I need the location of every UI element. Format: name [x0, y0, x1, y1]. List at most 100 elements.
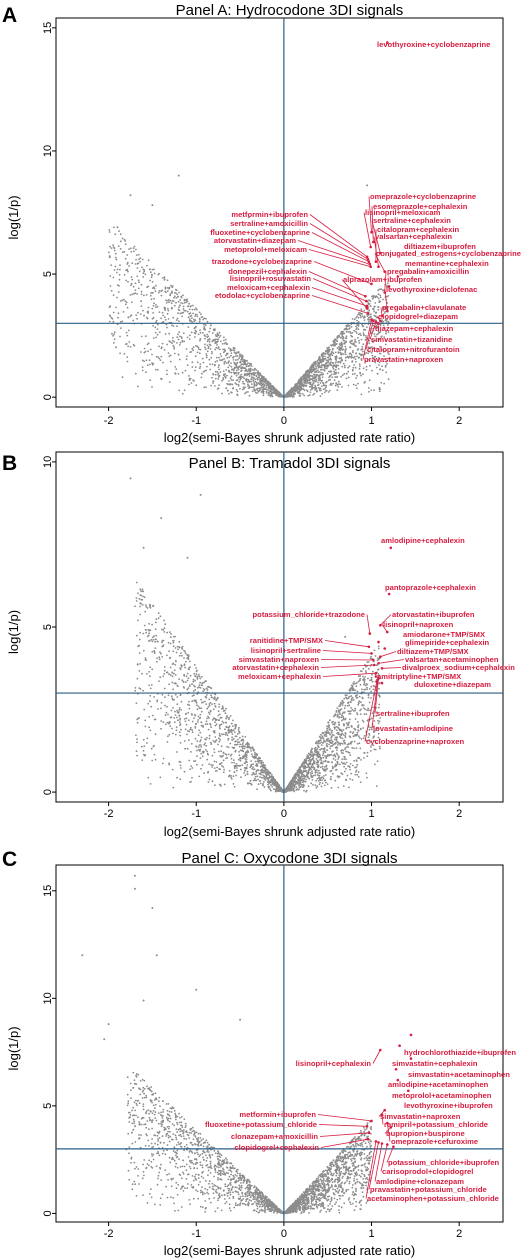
data-point	[213, 767, 216, 769]
data-point	[230, 365, 233, 368]
data-point	[211, 332, 214, 334]
data-point	[217, 378, 220, 380]
data-point	[343, 765, 345, 768]
data-point	[356, 742, 359, 745]
data-point	[211, 351, 213, 353]
data-point	[123, 298, 125, 301]
data-point	[204, 700, 206, 703]
data-point	[319, 762, 322, 765]
data-point	[374, 295, 377, 298]
data-point	[161, 277, 164, 279]
panel-title: Panel A: Hydrocodone 3DI signals	[176, 2, 404, 19]
data-point	[153, 744, 155, 747]
data-point	[340, 751, 343, 754]
data-point	[128, 341, 131, 343]
data-point	[240, 363, 243, 366]
data-point	[149, 687, 152, 690]
data-point	[356, 773, 359, 776]
data-point	[367, 303, 370, 306]
data-point	[232, 783, 235, 785]
data-point	[250, 373, 253, 376]
data-point	[260, 773, 262, 776]
data-point	[382, 298, 384, 301]
data-point	[340, 750, 343, 752]
data-point	[166, 373, 168, 376]
data-point	[151, 317, 154, 320]
data-point	[262, 765, 265, 767]
data-point	[168, 733, 171, 736]
data-point	[249, 766, 252, 769]
data-point	[233, 771, 236, 774]
data-point	[344, 732, 347, 734]
data-point	[320, 360, 323, 362]
data-point	[158, 311, 161, 313]
data-point	[179, 764, 182, 767]
data-point	[173, 346, 176, 349]
data-point	[336, 389, 339, 392]
data-point	[119, 352, 121, 355]
data-point	[124, 243, 127, 246]
data-point	[163, 307, 166, 310]
data-point	[211, 754, 214, 757]
data-point	[315, 750, 318, 752]
data-point	[145, 294, 148, 296]
data-point	[353, 740, 356, 743]
data-point	[342, 335, 344, 338]
data-point	[199, 713, 202, 716]
data-point	[351, 779, 354, 781]
data-point	[275, 785, 278, 787]
data-point	[249, 369, 252, 372]
data-point	[170, 302, 173, 305]
data-point	[176, 703, 179, 706]
data-point	[141, 672, 143, 675]
data-point	[169, 299, 172, 302]
data-point	[362, 350, 364, 353]
data-point	[366, 688, 368, 691]
data-point	[264, 769, 267, 772]
data-point	[326, 365, 329, 368]
data-point	[115, 256, 117, 259]
data-point	[173, 721, 176, 723]
data-point	[170, 284, 172, 287]
data-point	[304, 775, 307, 778]
data-point	[309, 368, 311, 371]
data-point	[313, 374, 316, 376]
data-point	[321, 732, 324, 734]
data-point	[157, 708, 159, 710]
data-point	[317, 386, 320, 389]
data-point	[357, 724, 360, 727]
data-point	[157, 368, 159, 371]
data-point	[232, 379, 234, 382]
data-point	[263, 385, 265, 388]
data-point	[325, 365, 328, 367]
data-point	[324, 779, 327, 781]
data-point	[308, 762, 311, 765]
data-point	[239, 354, 242, 356]
data-point	[161, 342, 164, 345]
data-point	[177, 300, 180, 303]
data-point	[245, 753, 248, 756]
data-point	[195, 673, 198, 676]
data-point	[143, 347, 146, 350]
data-point	[295, 389, 298, 392]
data-point	[227, 718, 230, 720]
signal-label: levothyroxine+cyclobenzaprine	[377, 40, 490, 49]
data-point	[319, 781, 321, 784]
data-point	[166, 706, 168, 708]
data-point	[227, 362, 230, 364]
data-point	[252, 749, 255, 752]
data-point	[188, 379, 191, 381]
data-point	[375, 340, 378, 342]
data-point	[199, 365, 202, 368]
data-point	[340, 761, 343, 764]
data-point	[230, 349, 232, 352]
data-point	[148, 632, 151, 635]
data-point	[304, 781, 307, 783]
data-point	[218, 732, 221, 735]
data-point	[360, 670, 363, 673]
data-point	[109, 305, 112, 308]
data-point	[340, 342, 343, 345]
data-point	[127, 329, 130, 332]
data-point	[230, 354, 232, 357]
data-point	[304, 770, 306, 772]
